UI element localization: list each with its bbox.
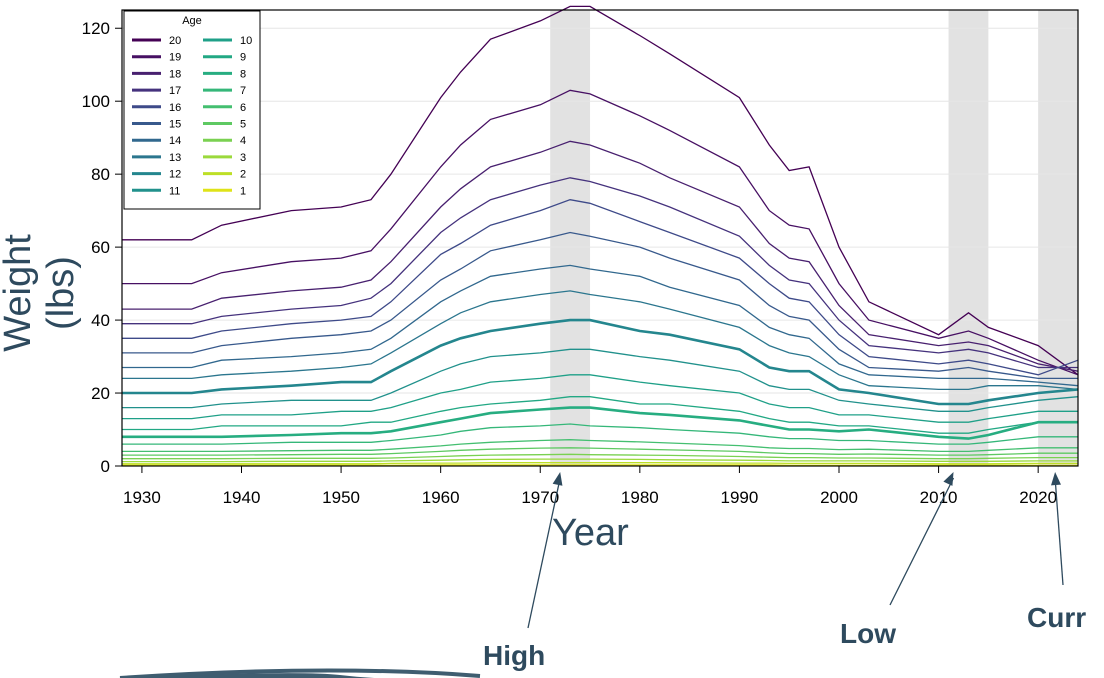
legend-label-age-11: 11 xyxy=(169,185,180,197)
callout-arrows xyxy=(527,472,1064,629)
legend-box xyxy=(123,10,261,210)
legend-label-age-14: 14 xyxy=(169,135,181,147)
legend-label-age-8: 8 xyxy=(240,68,246,80)
x-tick-label-2020: 2020 xyxy=(1019,488,1057,507)
legend-label-age-7: 7 xyxy=(240,85,246,97)
series-line-age-4 xyxy=(122,453,1078,460)
annotation-high: High xyxy=(483,640,546,671)
y-tick-label-80: 80 xyxy=(91,165,110,184)
x-tick-label-2000: 2000 xyxy=(820,488,858,507)
series-line-age-5 xyxy=(122,447,1078,456)
legend-label-age-20: 20 xyxy=(169,35,181,47)
decorative-swoosh-arc xyxy=(119,668,481,678)
series-line-age-17 xyxy=(122,177,1078,369)
callout-arrow-line-curr xyxy=(1054,477,1064,586)
x-tick-label-1970: 1970 xyxy=(521,488,559,507)
legend-label-age-15: 15 xyxy=(169,119,181,131)
x-tick-label-1960: 1960 xyxy=(422,488,460,507)
series-line-age-20 xyxy=(122,5,1079,376)
legend-label-age-10: 10 xyxy=(240,35,252,47)
x-tick-label-1950: 1950 xyxy=(322,488,360,507)
legend-label-age-9: 9 xyxy=(240,52,246,64)
callout-arrow-line-low xyxy=(889,477,955,606)
x-tick-label-1940: 1940 xyxy=(223,488,261,507)
x-tick-label-1990: 1990 xyxy=(721,488,759,507)
axes xyxy=(121,9,1079,467)
legend-label-age-3: 3 xyxy=(240,152,246,164)
decorative-swoosh xyxy=(118,673,480,678)
y-tick-label-0: 0 xyxy=(101,457,110,476)
series-line-age-2 xyxy=(122,462,1078,465)
y-tick-labels: 0 20 40 60 80 100 120 xyxy=(82,19,122,476)
highlight-band-0 xyxy=(550,10,591,466)
series-line-age-14 xyxy=(122,264,1079,387)
legend-label-age-17: 17 xyxy=(169,85,181,97)
series-line-age-9 xyxy=(122,396,1078,434)
y-gridlines xyxy=(122,27,1078,467)
legend-label-age-6: 6 xyxy=(240,102,246,114)
highlight-band-1 xyxy=(948,10,989,466)
legend-label-age-13: 13 xyxy=(169,152,181,164)
y-tick-label-120: 120 xyxy=(82,19,110,38)
series-lines xyxy=(122,5,1079,466)
series-line-age-8 xyxy=(122,406,1078,440)
legend-label-age-1: 1 xyxy=(240,185,246,197)
highlight-bands xyxy=(550,10,1078,466)
x-tick-label-1930: 1930 xyxy=(123,488,161,507)
y-tick-label-100: 100 xyxy=(82,92,110,111)
series-line-age-10 xyxy=(122,374,1078,423)
series-line-age-12 xyxy=(122,318,1079,406)
callout-arrowhead-low xyxy=(943,472,954,486)
legend-label-age-2: 2 xyxy=(240,169,246,181)
series-line-age-11 xyxy=(122,348,1079,412)
x-tick-label-2010: 2010 xyxy=(920,488,958,507)
annotation-low: Low xyxy=(840,618,896,649)
legend-title: Age xyxy=(182,15,202,27)
series-line-age-18 xyxy=(122,140,1079,372)
series-line-age-7 xyxy=(122,423,1078,445)
series-line-age-6 xyxy=(122,439,1078,453)
y-tick-label-20: 20 xyxy=(91,384,110,403)
y-tick-label-60: 60 xyxy=(91,238,110,257)
callout-arrowhead-high xyxy=(552,472,563,486)
legend-label-age-19: 19 xyxy=(169,52,181,64)
series-line-age-19 xyxy=(122,89,1079,376)
series-line-age-16 xyxy=(122,199,1079,376)
x-tick-labels: 1930 1940 1950 1960 1970 1980 1990 2000 2010 2020 xyxy=(123,466,1057,507)
series-line-age-13 xyxy=(122,290,1079,391)
x-tick-label-1980: 1980 xyxy=(621,488,659,507)
annotation-curr: Curr xyxy=(1027,602,1087,633)
series-line-age-15 xyxy=(122,231,1078,380)
series-line-age-3 xyxy=(122,458,1078,463)
legend-label-age-12: 12 xyxy=(169,169,181,181)
callout-arrowhead-curr xyxy=(1051,472,1061,486)
legend-label-age-18: 18 xyxy=(169,68,181,80)
y-tick-label-40: 40 xyxy=(91,311,110,330)
plot-frame xyxy=(121,9,1079,467)
legend-label-age-5: 5 xyxy=(240,119,246,131)
x-axis-title: Year xyxy=(552,512,629,554)
legend-label-age-4: 4 xyxy=(240,135,246,147)
y-axis-title: Weight (lbs) xyxy=(0,234,82,352)
callout-arrow-line-high xyxy=(527,477,561,629)
legend-label-age-16: 16 xyxy=(169,102,181,114)
